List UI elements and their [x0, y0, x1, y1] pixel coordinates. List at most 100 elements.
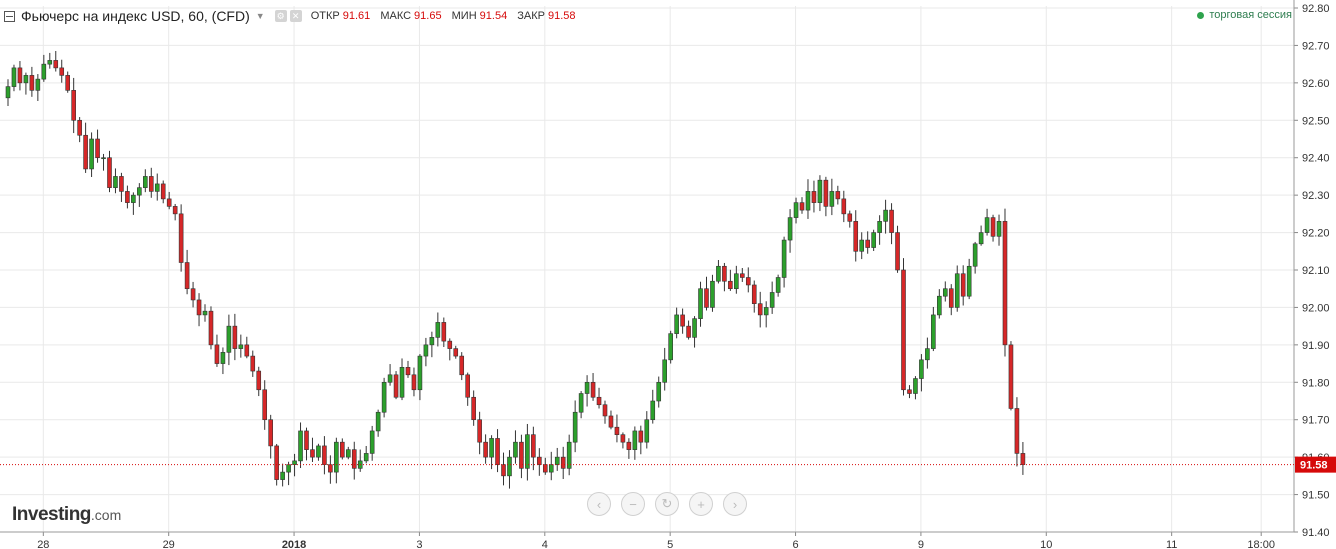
candle-body [316, 445, 321, 458]
candle-body [178, 213, 184, 263]
candle-body [542, 464, 548, 473]
y-tick-label: 91.70 [1302, 415, 1330, 427]
logo-domain: .com [90, 507, 122, 523]
candle-body [566, 441, 572, 469]
plus-icon[interactable]: + [689, 492, 713, 516]
candle-body [525, 434, 530, 469]
candle-body [925, 348, 930, 361]
candle-body [334, 441, 339, 473]
candle-body [614, 426, 620, 435]
candle-body [763, 307, 769, 316]
candle-body [578, 393, 584, 413]
candle-body [5, 86, 11, 99]
candle-body [531, 434, 536, 458]
candle-body [447, 340, 453, 349]
candle-body [238, 344, 244, 349]
candle-body [166, 198, 172, 207]
session-status: торговая сессия [1197, 9, 1292, 21]
x-tick-label: 28 [37, 539, 49, 549]
candle-body [1020, 453, 1026, 465]
candle-body [590, 381, 596, 398]
candle-body [966, 265, 972, 297]
candle-body [584, 381, 590, 394]
candle-body [137, 187, 142, 196]
low-label: МИН [451, 10, 477, 22]
candle-body [1014, 408, 1020, 454]
candle-body [871, 232, 876, 248]
candle-body [572, 411, 578, 443]
candle-body [554, 456, 560, 465]
candle-body [262, 389, 268, 421]
x-tick-label: 18:00 [1247, 539, 1275, 549]
candle-body [984, 217, 990, 233]
x-tick-label: 5 [667, 539, 673, 549]
x-tick-label: 11 [1166, 539, 1177, 549]
candle-body [489, 438, 494, 458]
y-tick-label: 91.80 [1302, 377, 1330, 389]
candle-body [919, 359, 924, 379]
chevron-left-icon[interactable]: ‹ [587, 492, 611, 516]
candle-body [53, 60, 59, 69]
candle-body [495, 438, 500, 465]
candle-body [292, 460, 297, 465]
candle-body [668, 333, 673, 361]
candle-body [680, 314, 685, 327]
close-icon[interactable]: ✕ [289, 10, 302, 22]
y-tick-label: 92.20 [1302, 228, 1330, 240]
candle-body [286, 464, 291, 473]
candle-body [519, 441, 524, 469]
y-tick-label: 92.50 [1302, 115, 1330, 127]
candle-body [214, 344, 220, 364]
chevron-right-icon[interactable]: › [723, 492, 747, 516]
candle-body [823, 179, 829, 207]
candle-body [184, 262, 190, 290]
open-value: 91.61 [342, 10, 371, 22]
y-tick-label: 92.00 [1302, 302, 1330, 314]
candle-body [692, 318, 697, 338]
candle-body [757, 303, 763, 316]
candle-body [513, 441, 518, 458]
candle-body [483, 441, 488, 458]
candle-body [602, 404, 608, 417]
chevron-down-icon[interactable]: ▼ [255, 11, 265, 21]
candle-body [638, 430, 644, 443]
reset-icon[interactable]: ↻ [655, 492, 679, 516]
candle-body [937, 295, 942, 316]
candle-body [650, 400, 656, 421]
candle-body [805, 191, 811, 211]
candle-body [596, 396, 602, 406]
high-value: 91.65 [414, 10, 442, 22]
candle-body [35, 78, 41, 91]
candles [5, 50, 1026, 489]
candle-body [626, 441, 632, 450]
candle-body [889, 209, 894, 233]
settings-icon[interactable]: ⚙ [274, 10, 287, 22]
candle-body [728, 280, 733, 290]
candle-body [304, 430, 309, 450]
candle-body [841, 198, 847, 215]
high-label: МАКС [380, 10, 412, 22]
candle-body [435, 322, 441, 338]
candle-body [83, 134, 88, 170]
close-value: 91.58 [547, 10, 576, 22]
open-label: ОТКР [310, 10, 340, 22]
candle-body [190, 288, 196, 301]
candle-body [883, 209, 888, 222]
candle-body [775, 277, 781, 293]
candle-body [41, 63, 47, 80]
x-tick-label: 4 [542, 539, 548, 549]
candle-body [11, 67, 17, 87]
candle-body [817, 179, 823, 203]
candle-body [799, 202, 805, 211]
candle-body [131, 194, 136, 203]
candle-body [644, 419, 650, 443]
candle-body [895, 232, 900, 271]
collapse-icon[interactable] [4, 10, 15, 22]
candle-body [65, 75, 70, 91]
candle-body [369, 430, 375, 454]
candle-body [793, 202, 799, 218]
minus-icon[interactable]: − [621, 492, 645, 516]
candle-body [769, 292, 775, 308]
